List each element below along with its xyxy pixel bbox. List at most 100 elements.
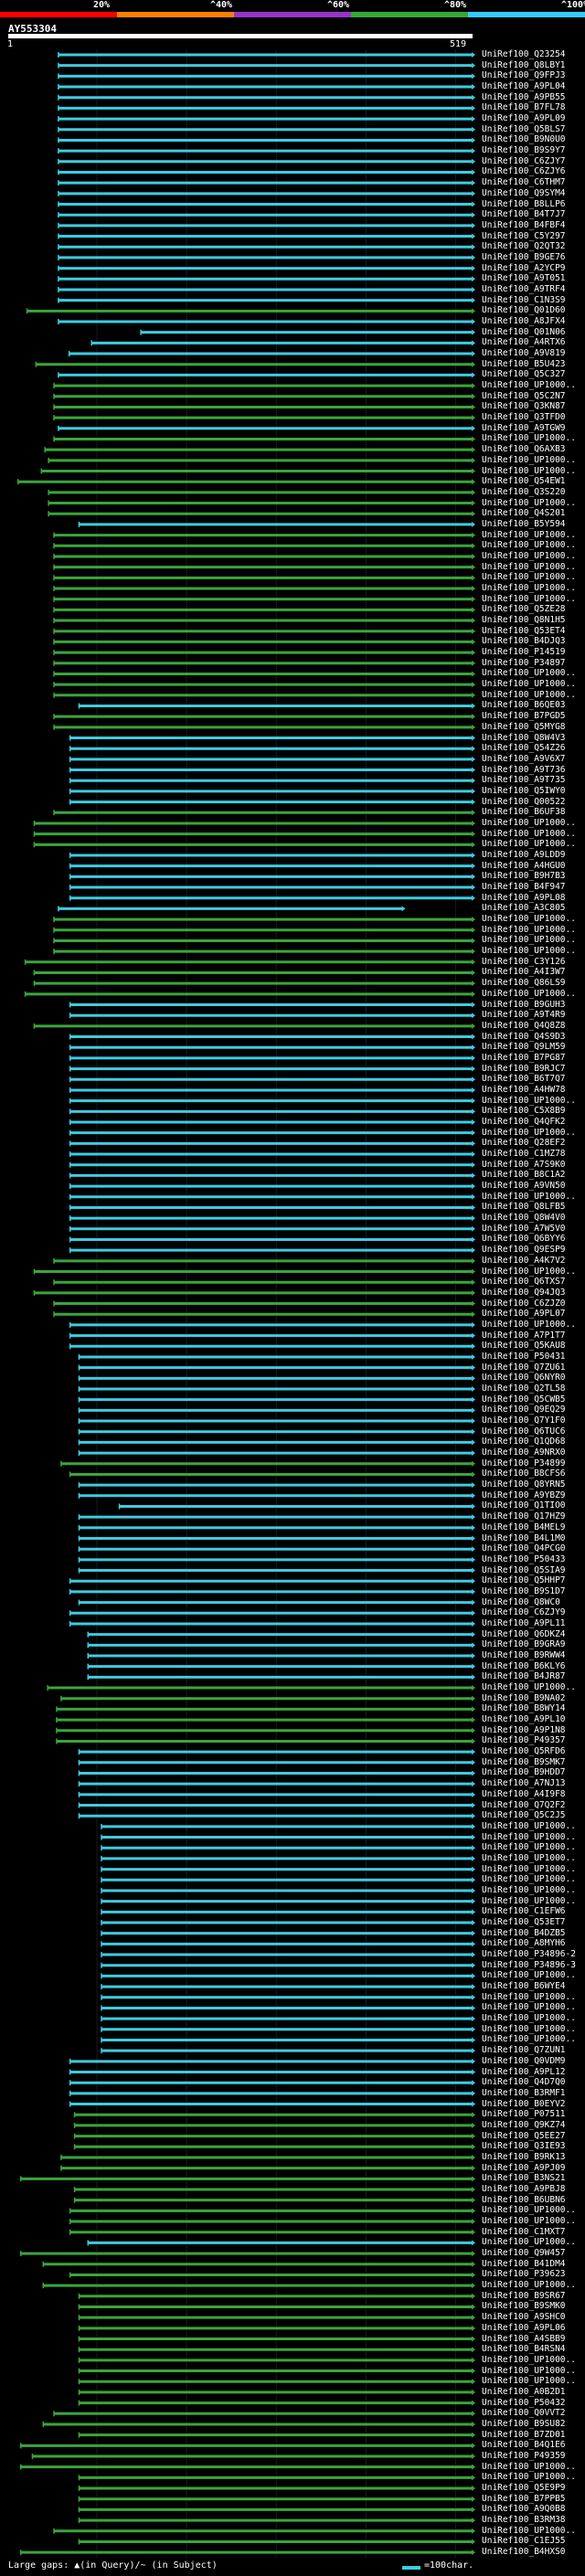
hit-label[interactable]: UniRef100_UP1000.. xyxy=(482,1970,576,1981)
hit-bar[interactable] xyxy=(78,2400,476,2406)
hit-bar[interactable] xyxy=(56,1717,476,1723)
hit-label[interactable]: UniRef100_Q28EF2 xyxy=(482,1138,566,1149)
hit-bar[interactable] xyxy=(53,628,476,634)
hit-label[interactable]: UniRef100_B7FL78 xyxy=(482,102,566,113)
hit-bar[interactable] xyxy=(53,2528,476,2534)
hit-bar[interactable] xyxy=(48,457,476,463)
hit-label[interactable]: UniRef100_Q7Q2F2 xyxy=(482,1799,566,1810)
hit-label[interactable]: UniRef100_B4L1M0 xyxy=(482,1532,566,1543)
hit-bar[interactable] xyxy=(101,1984,476,1990)
hit-label[interactable]: UniRef100_A9PL10 xyxy=(482,1714,566,1725)
hit-bar[interactable] xyxy=(69,1151,476,1158)
hit-bar[interactable] xyxy=(58,276,476,282)
hit-label[interactable]: UniRef100_Q9ESP9 xyxy=(482,1245,566,1256)
hit-bar[interactable] xyxy=(78,2432,476,2438)
hit-bar[interactable] xyxy=(53,692,476,698)
hit-bar[interactable] xyxy=(101,1930,476,1936)
hit-label[interactable]: UniRef100_UP1000.. xyxy=(482,1191,576,1202)
hit-label[interactable]: UniRef100_UP1000.. xyxy=(482,1095,576,1106)
hit-label[interactable]: UniRef100_A9YBZ9 xyxy=(482,1489,566,1500)
hit-label[interactable]: UniRef100_A9PL11 xyxy=(482,1617,566,1628)
hit-label[interactable]: UniRef100_B5Y594 xyxy=(482,518,566,529)
hit-bar[interactable] xyxy=(53,596,476,602)
hit-label[interactable]: UniRef100_B9RWW4 xyxy=(482,1650,566,1660)
hit-bar[interactable] xyxy=(78,1791,476,1797)
hit-bar[interactable] xyxy=(101,2048,476,2054)
hit-bar[interactable] xyxy=(78,2336,476,2342)
hit-label[interactable]: UniRef100_A9PB55 xyxy=(482,91,566,102)
hit-bar[interactable] xyxy=(33,981,476,987)
hit-label[interactable]: UniRef100_Q5IWY0 xyxy=(482,785,566,796)
hit-bar[interactable] xyxy=(58,126,476,133)
hit-bar[interactable] xyxy=(69,1343,476,1350)
hit-bar[interactable] xyxy=(69,895,476,901)
hit-bar[interactable] xyxy=(73,2122,476,2128)
hit-label[interactable]: UniRef100_UP1000.. xyxy=(482,2205,576,2216)
hit-bar[interactable] xyxy=(78,521,476,527)
hit-bar[interactable] xyxy=(78,1450,476,1457)
hit-label[interactable]: UniRef100_A9PL04 xyxy=(482,81,566,92)
hit-label[interactable]: UniRef100_B9SU82 xyxy=(482,2418,566,2429)
hit-label[interactable]: UniRef100_A9SHC0 xyxy=(482,2312,566,2323)
hit-label[interactable]: UniRef100_A9V819 xyxy=(482,348,566,359)
hit-label[interactable]: UniRef100_UP1000.. xyxy=(482,1842,576,1853)
hit-label[interactable]: UniRef100_P50432 xyxy=(482,2397,566,2408)
hit-bar[interactable] xyxy=(58,190,476,196)
hit-bar[interactable] xyxy=(69,2272,476,2278)
hit-bar[interactable] xyxy=(58,212,476,218)
hit-bar[interactable] xyxy=(78,2389,476,2395)
hit-bar[interactable] xyxy=(101,1962,476,1968)
hit-label[interactable]: UniRef100_UP1000.. xyxy=(482,572,576,583)
hit-label[interactable]: UniRef100_UP1000.. xyxy=(482,2525,576,2536)
hit-bar[interactable] xyxy=(69,788,476,794)
hit-bar[interactable] xyxy=(78,1428,476,1435)
hit-label[interactable]: UniRef100_A4SBB9 xyxy=(482,2333,566,2344)
hit-label[interactable]: UniRef100_UP1000.. xyxy=(482,2216,576,2227)
hit-bar[interactable] xyxy=(78,1439,476,1446)
hit-label[interactable]: UniRef100_UP1000.. xyxy=(482,1852,576,1863)
hit-bar[interactable] xyxy=(69,1055,476,1061)
hit-bar[interactable] xyxy=(53,949,476,955)
hit-label[interactable]: UniRef100_UP1000.. xyxy=(482,828,576,839)
hit-bar[interactable] xyxy=(69,1588,476,1595)
hit-bar[interactable] xyxy=(78,1524,476,1531)
hit-label[interactable]: UniRef100_UP1000.. xyxy=(482,2023,576,2034)
hit-label[interactable]: UniRef100_A9LDD9 xyxy=(482,850,566,860)
hit-label[interactable]: UniRef100_Q5KAU8 xyxy=(482,1341,566,1352)
hit-bar[interactable] xyxy=(58,201,476,207)
hit-bar[interactable] xyxy=(78,2486,476,2492)
hit-bar[interactable] xyxy=(69,1172,476,1179)
hit-bar[interactable] xyxy=(58,52,476,58)
hit-label[interactable]: UniRef100_P49357 xyxy=(482,1735,566,1746)
hit-label[interactable]: UniRef100_P34896-2 xyxy=(482,1949,576,1960)
hit-bar[interactable] xyxy=(73,2197,476,2203)
hit-bar[interactable] xyxy=(53,927,476,933)
hit-bar[interactable] xyxy=(53,1311,476,1318)
hit-bar[interactable] xyxy=(69,1161,476,1168)
hit-bar[interactable] xyxy=(19,2549,476,2556)
hit-bar[interactable] xyxy=(58,105,476,111)
hit-label[interactable]: UniRef100_B8CFS6 xyxy=(482,1468,566,1479)
hit-bar[interactable] xyxy=(58,169,476,175)
hit-bar[interactable] xyxy=(31,2454,476,2459)
hit-bar[interactable] xyxy=(101,1973,476,1979)
hit-bar[interactable] xyxy=(58,906,406,912)
hit-label[interactable]: UniRef100_UP1000.. xyxy=(482,679,576,690)
hit-label[interactable]: UniRef100_B8WY14 xyxy=(482,1703,566,1714)
hit-label[interactable]: UniRef100_B7PPB5 xyxy=(482,2493,566,2504)
hit-label[interactable]: UniRef100_P50433 xyxy=(482,1553,566,1564)
hit-bar[interactable] xyxy=(78,1375,476,1382)
hit-label[interactable]: UniRef100_Q1TIO0 xyxy=(482,1500,566,1511)
hit-bar[interactable] xyxy=(69,2090,476,2096)
hit-bar[interactable] xyxy=(53,607,476,613)
hit-label[interactable]: UniRef100_C1EFW6 xyxy=(482,1906,566,1917)
hit-label[interactable]: UniRef100_UP1000.. xyxy=(482,1319,576,1330)
hit-label[interactable]: UniRef100_Q4S201 xyxy=(482,508,566,519)
hit-label[interactable]: UniRef100_C1EJ55 xyxy=(482,2536,566,2547)
hit-bar[interactable] xyxy=(56,1738,476,1744)
hit-label[interactable]: UniRef100_A9VN50 xyxy=(482,1181,566,1192)
hit-label[interactable]: UniRef100_A4I9F8 xyxy=(482,1788,566,1799)
hit-label[interactable]: UniRef100_B4DZB5 xyxy=(482,1927,566,1938)
hit-label[interactable]: UniRef100_UP1000.. xyxy=(482,668,576,679)
hit-label[interactable]: UniRef100_UP1000.. xyxy=(482,988,576,999)
